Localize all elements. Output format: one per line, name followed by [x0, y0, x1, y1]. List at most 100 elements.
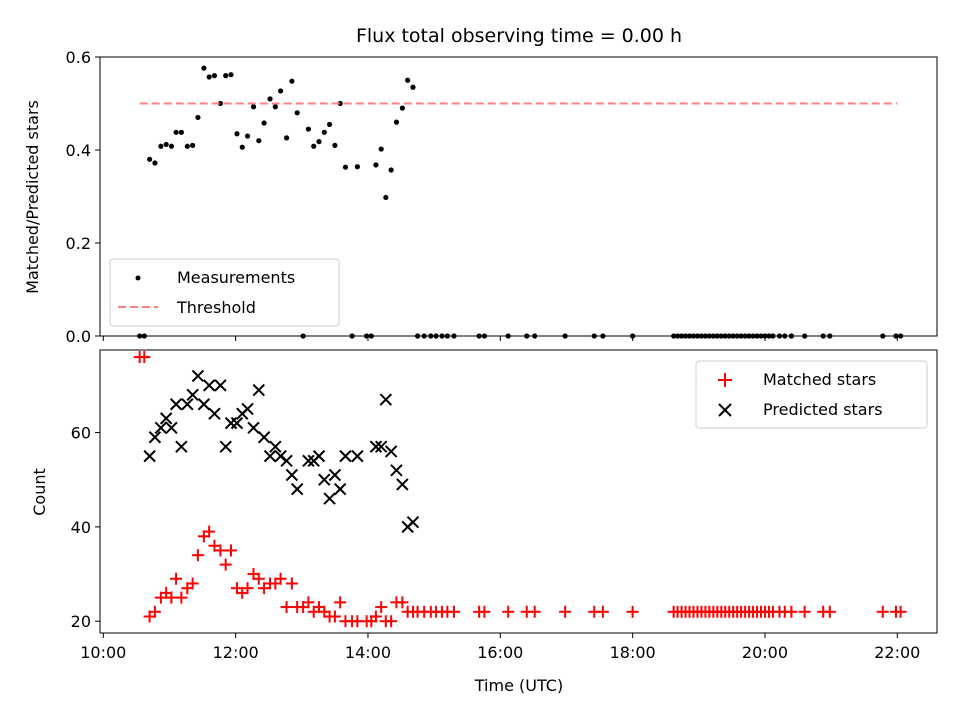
predicted-star-point [165, 421, 178, 435]
measurement-point [393, 119, 400, 125]
measurement-point [206, 74, 212, 80]
predicted-star-point [406, 515, 420, 529]
measurement-point [283, 135, 290, 141]
count-plot-frame [99, 349, 938, 634]
predicted-star-point [257, 431, 271, 444]
matched-star-point [175, 591, 188, 604]
y-tick-label: 60 [71, 424, 91, 443]
predicted-star-point [323, 492, 336, 505]
matched-star-point [396, 596, 409, 609]
matched-star-point [170, 572, 183, 585]
measurement-point [147, 156, 153, 162]
measurement-point [332, 142, 338, 148]
matched-star-point [478, 605, 491, 618]
matched-star-point [369, 610, 382, 623]
measurement-point [244, 133, 251, 139]
predicted-star-point [328, 468, 342, 482]
predicted-star-point [339, 449, 352, 463]
predicted-star-point [197, 398, 211, 411]
x-tick-label: 10:00 [80, 643, 126, 662]
predicted-star-point [263, 449, 277, 463]
measurement-point [178, 129, 184, 135]
predicted-star-point [379, 393, 393, 406]
measurement-point [256, 138, 262, 144]
matched-star-point [219, 558, 232, 571]
predicted-star-point [175, 440, 188, 453]
y-tick-label: 0.4 [66, 141, 91, 160]
legend-matched-marker [718, 373, 732, 387]
matched-star-point [203, 525, 216, 538]
x-tick-label: 14:00 [345, 643, 391, 662]
y-tick-label: 0.6 [66, 48, 91, 67]
matched-star-point [375, 601, 388, 614]
measurement-point [261, 120, 267, 126]
predicted-star-point [191, 369, 205, 383]
ratio-y-axis-label: Matched/Predicted stars [23, 100, 42, 294]
count-y-axis: 20 40 60 [71, 424, 100, 631]
measurement-point [152, 160, 158, 166]
measurement-point [168, 143, 175, 149]
x-tick-label: 12:00 [213, 643, 259, 662]
y-tick-label: 20 [71, 612, 91, 631]
predicted-star-point [143, 449, 156, 463]
predicted-star-point [374, 440, 388, 453]
predicted-star-point [351, 449, 364, 463]
matched-star-point [138, 351, 151, 364]
matched-star-point [186, 577, 199, 590]
measurement-point [294, 110, 300, 116]
count-legend-box [695, 360, 928, 429]
ratio-legend-box [109, 258, 340, 327]
matched-star-point [214, 544, 227, 557]
predicted-star-point [384, 445, 398, 458]
x-tick-label: 20:00 [742, 643, 788, 662]
measurement-point [228, 72, 234, 78]
measurement-point [410, 84, 416, 90]
measurement-point [383, 194, 389, 201]
predicted-star-point [369, 440, 383, 453]
predicted-star-point [241, 402, 254, 416]
measurement-point [405, 77, 411, 83]
matched-star-point [334, 596, 347, 609]
matched-star-point [894, 605, 907, 618]
predicted-star-point [214, 379, 227, 392]
measurement-point [158, 143, 164, 149]
matched-star-point [252, 572, 265, 585]
predicted-star-point [318, 473, 331, 486]
matched-star-point [225, 544, 238, 557]
matched-star-point [626, 605, 639, 618]
x-tick-label: 22:00 [874, 643, 920, 662]
predicted-star-point [390, 464, 403, 477]
measurement-point [195, 114, 201, 121]
measurement-point [201, 65, 207, 71]
legend-predicted-label: Predicted stars [763, 400, 883, 419]
measurement-point [373, 162, 379, 168]
matched-star-point [328, 610, 341, 623]
predicted-star-point [333, 482, 347, 496]
count-legend: Matched stars Predicted stars [695, 360, 928, 429]
matched-star-point [280, 601, 293, 614]
measurement-point [272, 104, 278, 110]
count-panel: 20 40 60 10:00 12:00 14:00 16:00 18:00 20:00 22:… [30, 349, 938, 695]
matched-star-point [528, 605, 541, 618]
measurement-point [239, 144, 245, 150]
ratio-x-axis-ticks [102, 336, 898, 341]
measurement-point [311, 143, 317, 149]
x-axis-label: Time (UTC) [474, 676, 563, 695]
matched-star-point [285, 577, 298, 590]
ratio-panel: 0.0 0.2 0.4 0.6 Matched/Predicted stars Mea… [23, 48, 938, 346]
measurement-point [399, 105, 405, 111]
measurement-point [250, 104, 257, 110]
x-tick-label: 16:00 [477, 643, 523, 662]
predicted-star-point [230, 416, 244, 430]
legend-predicted-marker [718, 403, 732, 417]
measurement-point [305, 126, 312, 132]
measurement-point [337, 100, 343, 107]
predicted-star-point [302, 454, 315, 468]
measurement-point [211, 73, 218, 79]
matched-star-point [191, 549, 204, 562]
predicted-star-point [154, 421, 168, 435]
ratio-plot-frame [99, 56, 938, 337]
ratio-legend: Measurements Threshold [109, 258, 340, 327]
ratio-y-axis: 0.0 0.2 0.4 0.6 [66, 48, 100, 346]
legend-threshold-label: Threshold [176, 298, 256, 317]
